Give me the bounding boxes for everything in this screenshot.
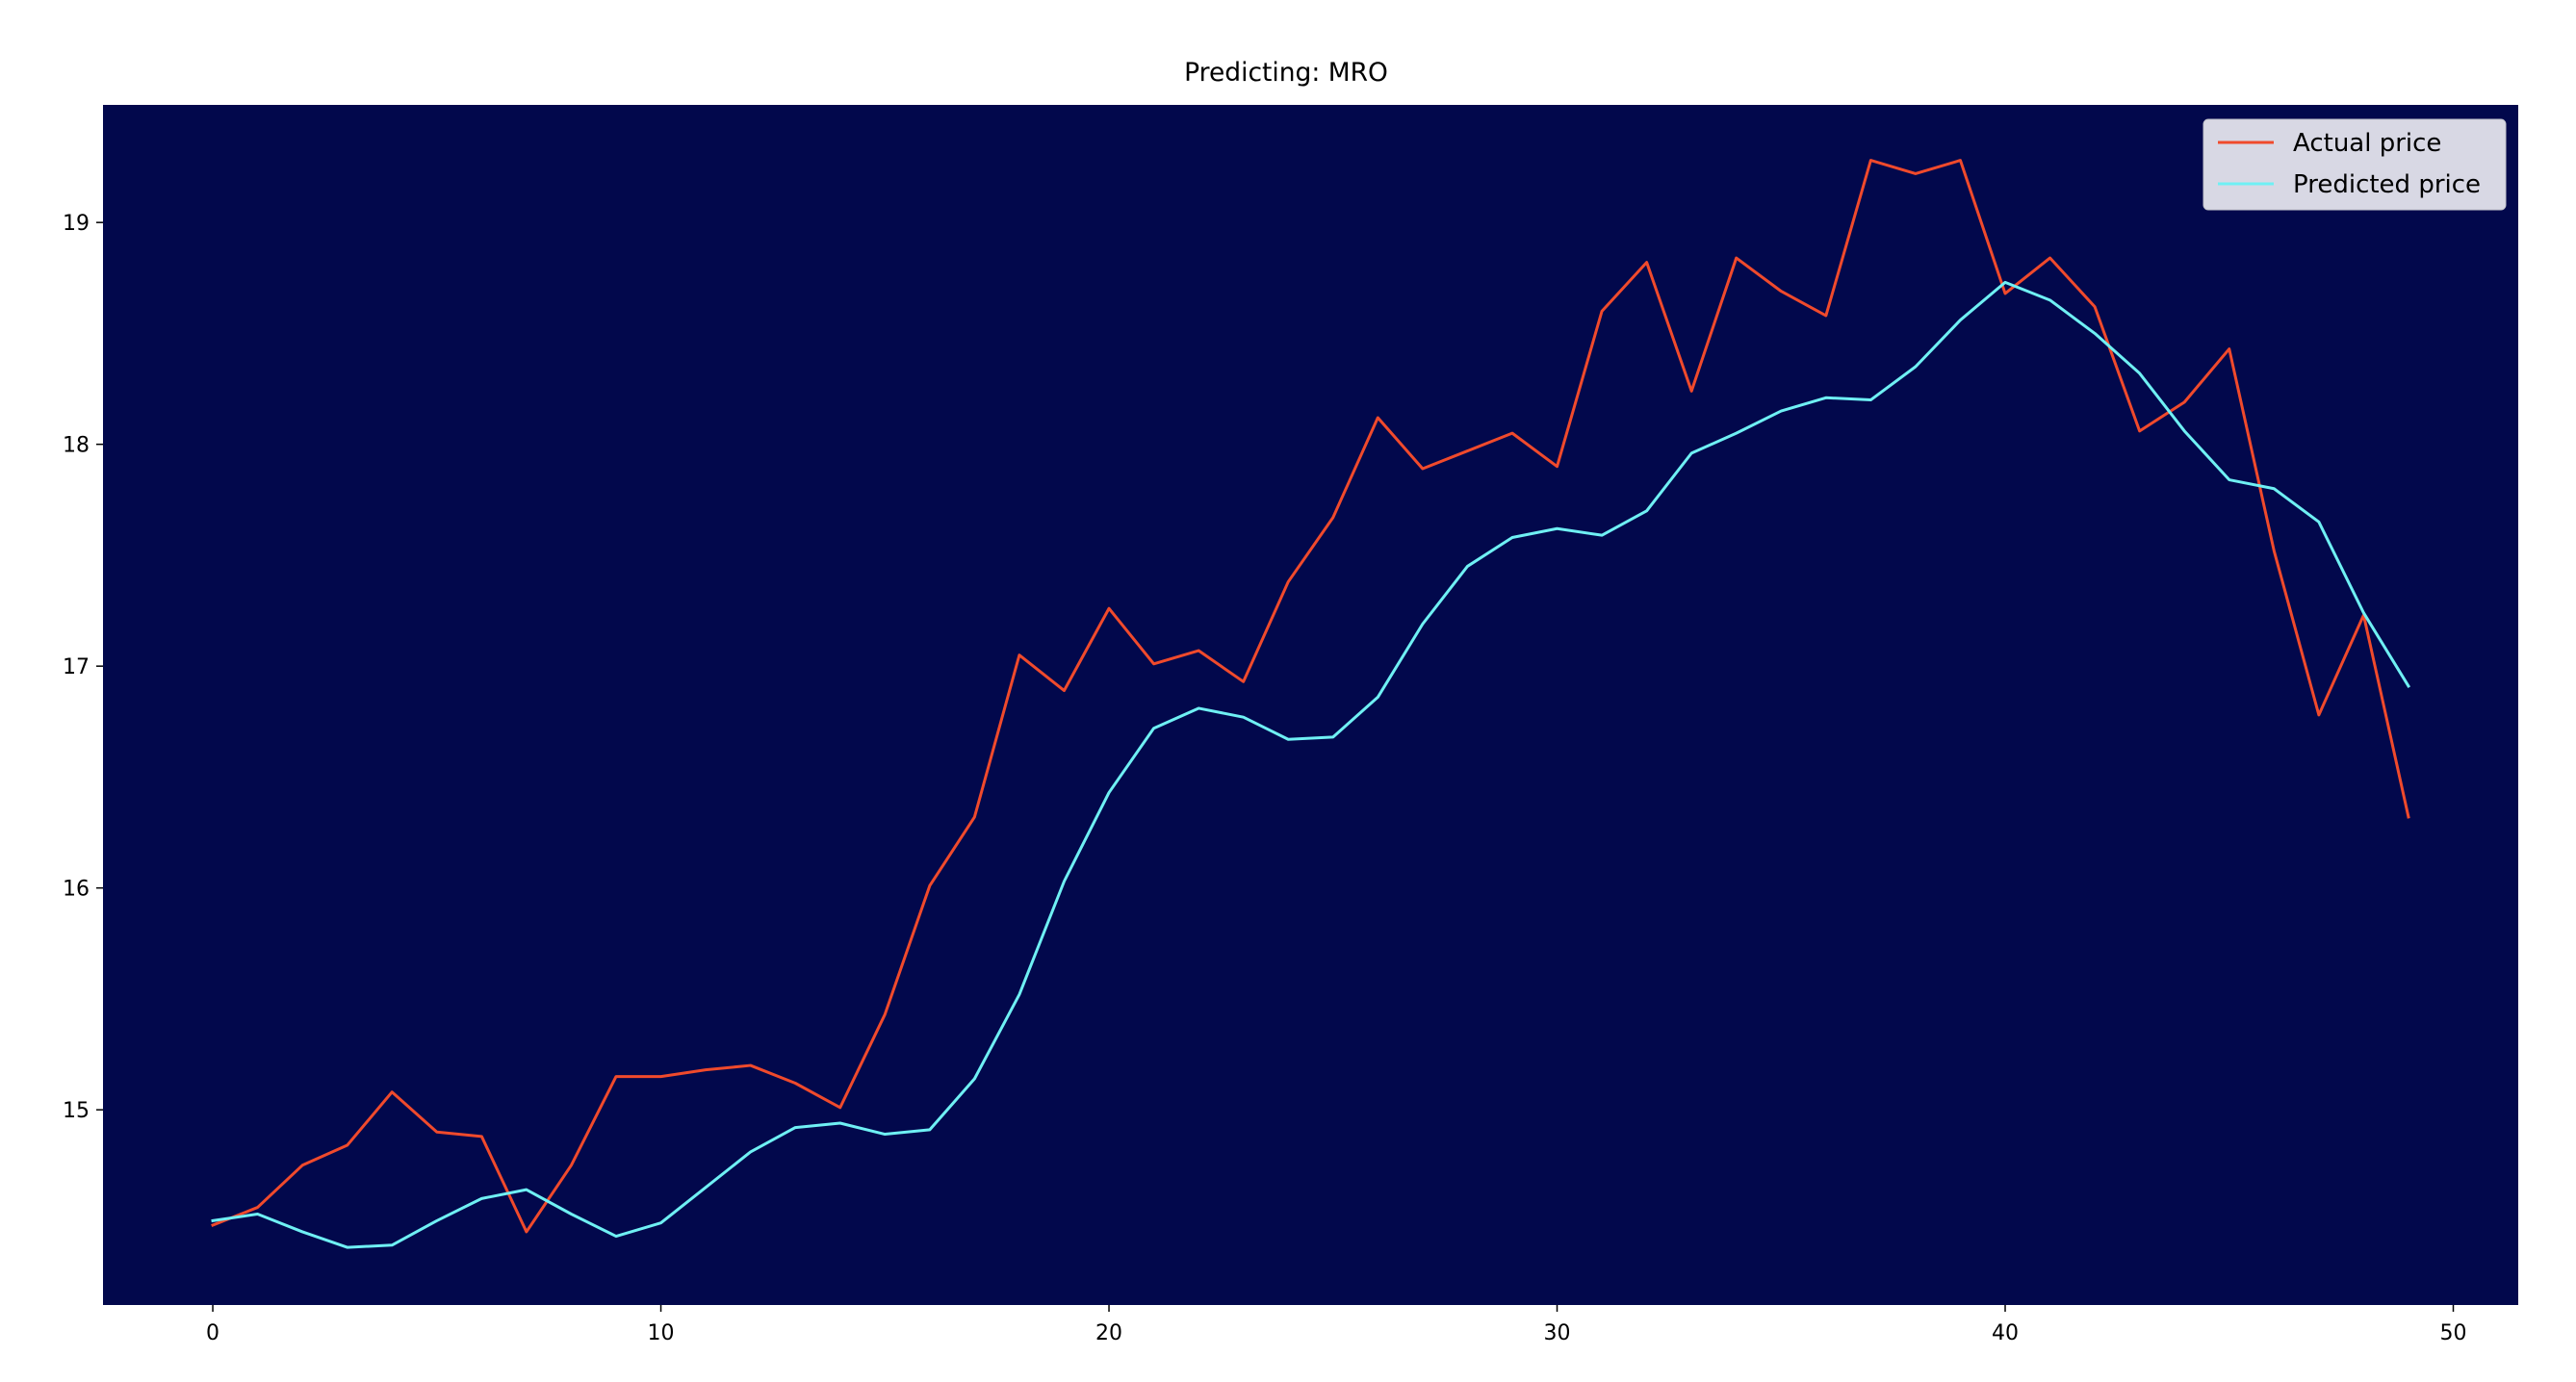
y-tick-label: 15	[63, 1099, 90, 1123]
x-tick-label: 20	[1095, 1321, 1122, 1345]
x-tick-label: 40	[1992, 1321, 2019, 1345]
x-tick-label: 0	[206, 1321, 219, 1345]
x-tick-label: 30	[1544, 1321, 1571, 1345]
chart-title: Predicting: MRO	[1184, 58, 1388, 88]
x-tick-label: 10	[648, 1321, 675, 1345]
plot-area	[103, 105, 2518, 1305]
series-line-predicted-price	[211, 280, 2411, 1249]
legend-label-actual: Actual price	[2293, 129, 2441, 158]
series-line-actual-price	[211, 159, 2410, 1234]
legend: Actual price Predicted price	[2202, 118, 2507, 211]
x-tick-label: 50	[2440, 1321, 2467, 1345]
y-tick-label: 19	[63, 212, 90, 236]
series-layer	[211, 159, 2411, 1249]
x-axis: 0 10 20 30 40 50	[206, 1305, 2467, 1345]
y-tick-label: 17	[63, 655, 90, 679]
legend-label-predicted: Predicted price	[2293, 170, 2481, 199]
y-axis: 15 16 17 18 19	[63, 212, 103, 1123]
y-tick-label: 18	[63, 434, 90, 458]
legend-box	[2202, 118, 2507, 211]
y-tick-label: 16	[63, 878, 90, 902]
